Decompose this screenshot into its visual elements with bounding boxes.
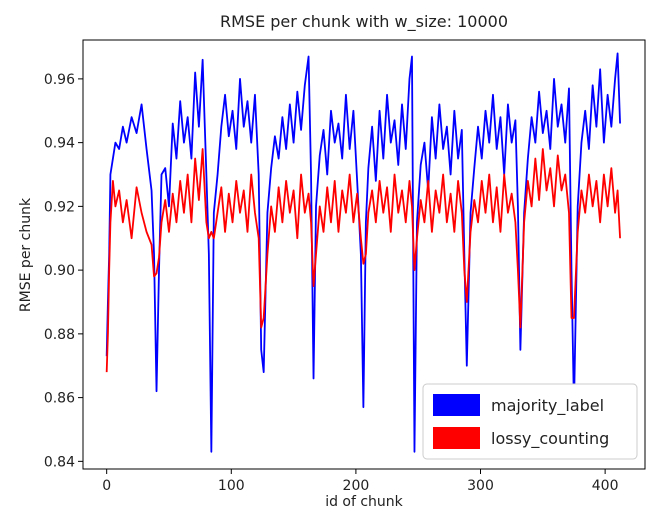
x-tick-label: 200 [343, 478, 370, 494]
legend-swatch-lossy-counting [433, 427, 480, 449]
legend: majority_label lossy_counting [422, 383, 638, 460]
legend-label-majority-label: majority_label [491, 396, 604, 416]
x-tick-label: 400 [592, 478, 619, 494]
plot-frame [82, 39, 646, 470]
y-tick-label: 0.92 [44, 199, 75, 215]
series-lines [105, 52, 621, 453]
legend-swatch-majority-label [433, 394, 480, 416]
y-axis-label: RMSE per chunk [18, 197, 34, 312]
x-tick-label: 300 [467, 478, 494, 494]
series-line-majority-label [105, 52, 621, 453]
y-tick-label: 0.94 [44, 136, 75, 152]
x-tick-label: 0 [102, 478, 111, 494]
y-tick-label: 0.96 [44, 72, 75, 88]
y-tick-label: 0.84 [44, 454, 75, 470]
legend-label-lossy-counting: lossy_counting [491, 429, 609, 449]
chart-title: RMSE per chunk with w_size: 10000 [220, 12, 508, 32]
axis-ticks: 0 100 200 300 400 0.84 0.86 0.88 0.90 0.92 0.94 0.9… [44, 72, 619, 494]
y-tick-label: 0.88 [44, 327, 75, 343]
y-tick-label: 0.86 [44, 391, 75, 407]
x-axis-label: id of chunk [325, 494, 403, 510]
series-line-lossy-counting [105, 148, 621, 373]
y-tick-label: 0.90 [44, 263, 75, 279]
x-tick-label: 100 [218, 478, 245, 494]
